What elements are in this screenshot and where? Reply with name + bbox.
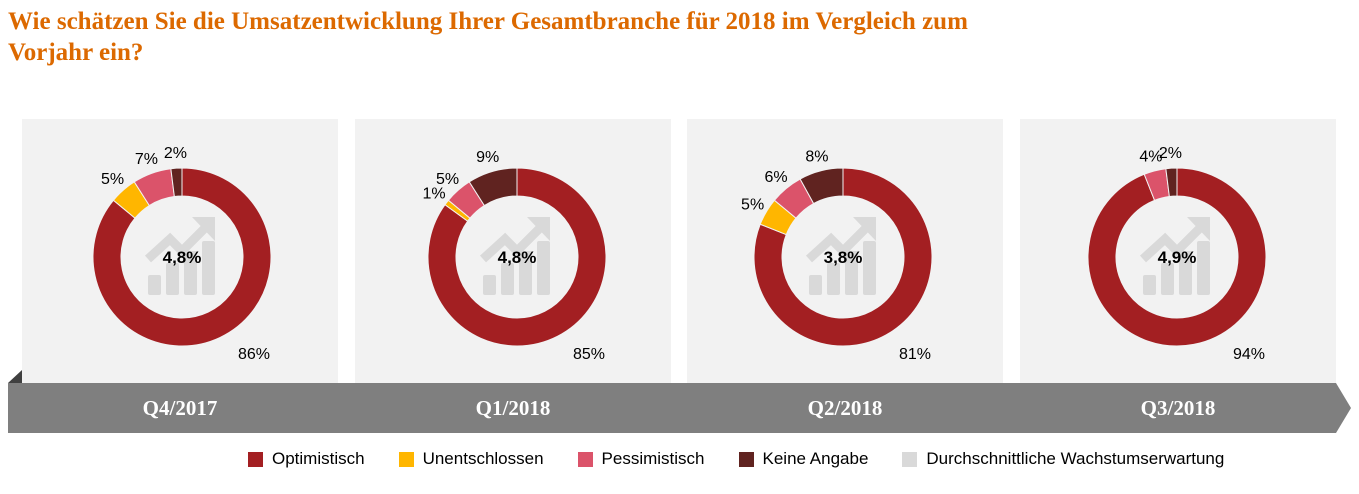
data-label: 94%	[1233, 346, 1265, 363]
growth-chart-icon	[537, 241, 550, 295]
growth-chart-icon	[184, 251, 197, 295]
legend-label: Durchschnittliche Wachstumserwartung	[926, 449, 1225, 468]
growth-chart-icon	[527, 217, 550, 241]
growth-chart-icon	[1139, 225, 1203, 263]
growth-chart-icon	[1179, 251, 1192, 295]
chart-title: Wie schätzen Sie die Umsatzentwicklung I…	[8, 8, 968, 66]
growth-chart-icon	[1161, 263, 1174, 295]
donut-charts: 86%5%7% 2%4,8%85%1%5%9%4,8%81%5%6%8%3,8%9…	[92, 145, 1267, 363]
growth-chart-icon	[483, 275, 496, 295]
growth-chart-icon	[853, 217, 876, 241]
growth-chart-icon	[479, 225, 543, 263]
data-label: 8%	[805, 148, 828, 165]
legend-item-pessimistisch: Pessimistisch	[577, 449, 705, 469]
growth-chart-icon	[501, 263, 514, 295]
data-label: 6%	[765, 169, 788, 186]
period-label: Q3/2018	[1140, 396, 1216, 420]
period-label: Q4/2017	[142, 396, 218, 420]
donut-segment-keine-angabe	[468, 167, 518, 207]
growth-chart-icon	[1187, 217, 1210, 241]
donut-segment-keine-angabe	[799, 167, 844, 205]
growth-chart-icon	[148, 275, 161, 295]
data-label: 2%	[164, 145, 187, 162]
donut-segment-optimistisch	[753, 167, 933, 347]
legend-label: Optimistisch	[272, 449, 365, 468]
legend-item-unentschlossen: Unentschlossen	[398, 449, 544, 469]
data-label: 2%	[1159, 145, 1182, 162]
growth-chart-icon	[519, 251, 532, 295]
legend: Optimistisch Unentschlossen Pessimistisc…	[248, 449, 1258, 469]
data-label: 4%	[1139, 148, 1162, 165]
center-value: 3,8%	[824, 248, 863, 267]
growth-chart-icon	[166, 263, 179, 295]
legend-item-wachstumserwartung: Durchschnittliche Wachstumserwartung	[902, 449, 1224, 469]
growth-chart-icon	[144, 225, 208, 263]
period-label: Q1/2018	[475, 396, 551, 420]
growth-chart-icon	[863, 241, 876, 295]
legend-label: Pessimistisch	[601, 449, 705, 468]
timeline-arrow	[8, 383, 1351, 433]
center-value: 4,8%	[498, 248, 537, 267]
growth-chart-icon	[805, 225, 869, 263]
growth-chart-icon	[809, 275, 822, 295]
data-label: 1%	[422, 186, 445, 203]
legend-swatch	[577, 451, 593, 467]
growth-chart-icon	[827, 263, 840, 295]
donut-segment-optimistisch	[1087, 167, 1267, 347]
legend-label: Keine Angabe	[762, 449, 869, 468]
growth-chart-icon	[1197, 241, 1210, 295]
data-label: 86%	[238, 346, 270, 363]
growth-chart-icon	[202, 241, 215, 295]
data-label: 5%	[741, 197, 764, 214]
data-label: 5%	[101, 171, 124, 188]
period-label: Q2/2018	[807, 396, 883, 420]
timeline-corner	[8, 370, 22, 383]
growth-chart-icon	[845, 251, 858, 295]
donut-segment-optimistisch	[427, 167, 607, 347]
legend-swatch	[398, 451, 414, 467]
data-label: 81%	[899, 346, 931, 363]
data-label: 85%	[573, 346, 605, 363]
donut-segment-keine-angabe	[170, 167, 183, 198]
growth-chart-icon	[192, 217, 215, 241]
data-label: 7%	[135, 151, 158, 168]
data-label: 9%	[476, 149, 499, 166]
center-value: 4,9%	[1158, 248, 1197, 267]
legend-swatch	[902, 451, 918, 467]
legend-swatch	[738, 451, 754, 467]
donut-segment-optimistisch	[92, 167, 272, 347]
legend-item-optimistisch: Optimistisch	[248, 449, 365, 469]
legend-item-keine-angabe: Keine Angabe	[738, 449, 869, 469]
center-value: 4,8%	[163, 248, 202, 267]
legend-label: Unentschlossen	[422, 449, 544, 468]
donut-segment-keine-angabe	[1165, 167, 1178, 198]
data-label: 5%	[436, 171, 459, 188]
legend-swatch	[248, 451, 263, 467]
growth-chart-icon	[1143, 275, 1156, 295]
